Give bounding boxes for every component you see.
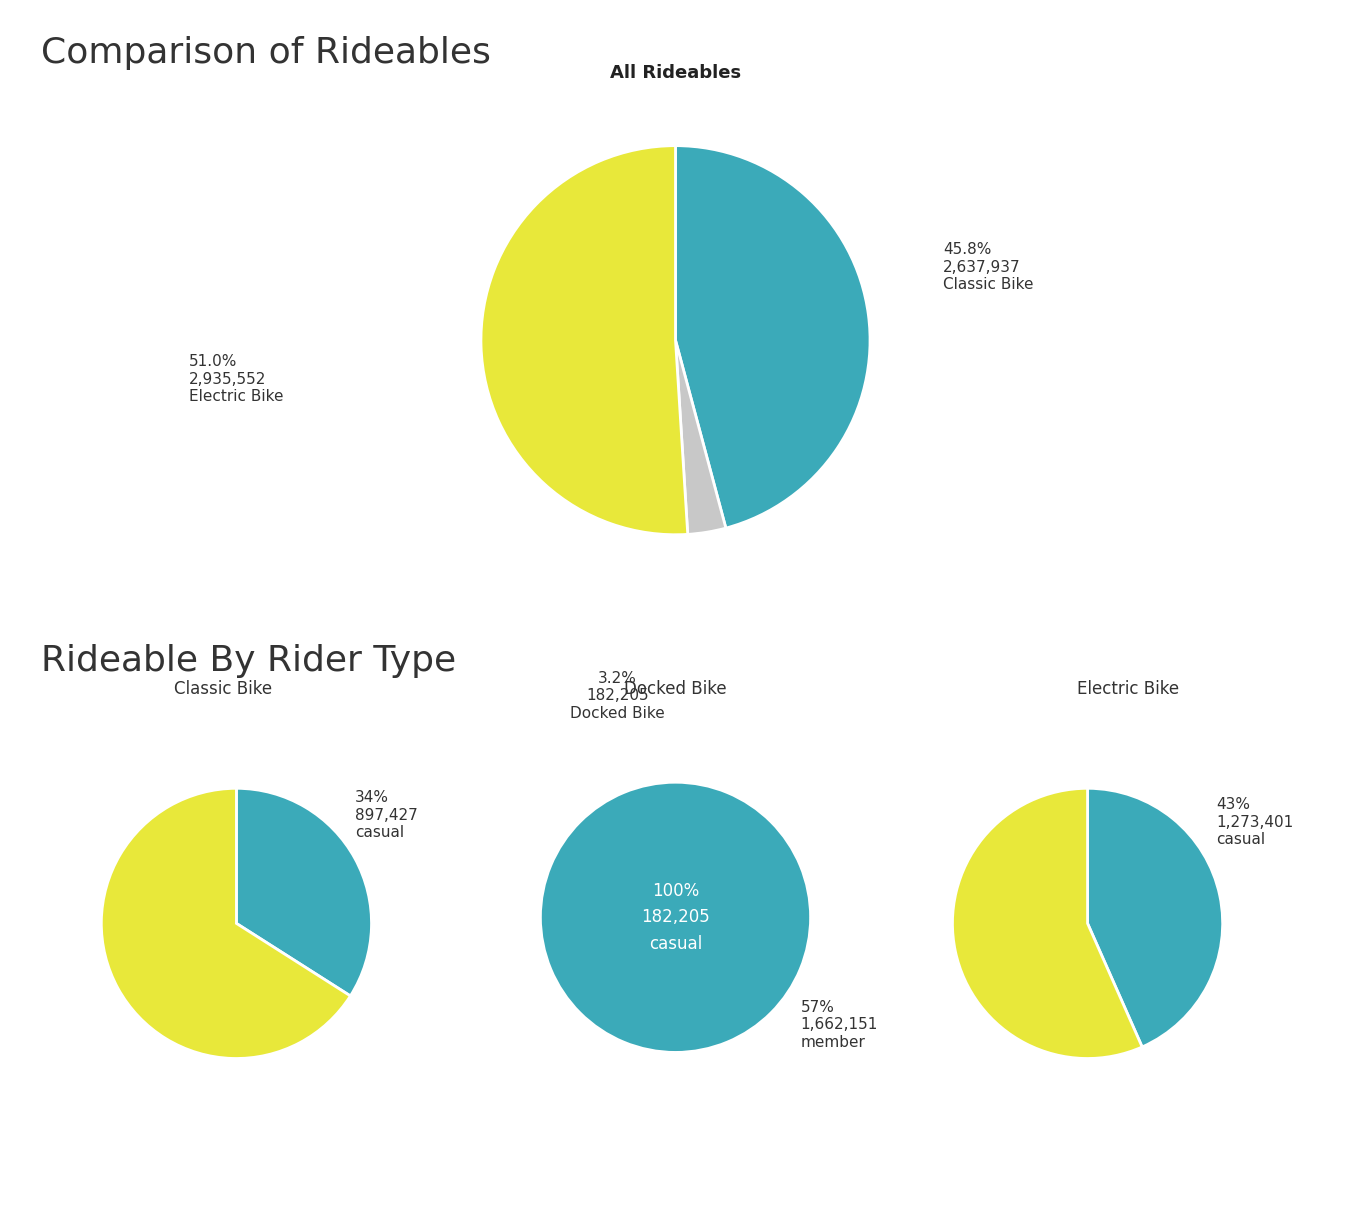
- Text: Rideable By Rider Type: Rideable By Rider Type: [41, 644, 455, 678]
- Wedge shape: [481, 146, 688, 535]
- Text: 34%
897,427
casual: 34% 897,427 casual: [354, 791, 417, 841]
- Text: 43%
1,273,401
casual: 43% 1,273,401 casual: [1216, 797, 1293, 847]
- Text: Comparison of Rideables: Comparison of Rideables: [41, 36, 490, 70]
- Text: Classic Bike: Classic Bike: [174, 680, 272, 699]
- Wedge shape: [101, 789, 350, 1058]
- Text: Electric Bike: Electric Bike: [1077, 680, 1179, 699]
- Wedge shape: [1088, 789, 1223, 1047]
- Wedge shape: [676, 146, 870, 529]
- Wedge shape: [676, 340, 725, 535]
- Text: 100%
182,205
casual: 100% 182,205 casual: [642, 882, 709, 953]
- Text: 45.8%
2,637,937
Classic Bike: 45.8% 2,637,937 Classic Bike: [943, 242, 1034, 292]
- Text: Docked Bike: Docked Bike: [624, 680, 727, 699]
- Text: 51.0%
2,935,552
Electric Bike: 51.0% 2,935,552 Electric Bike: [189, 355, 284, 405]
- Wedge shape: [952, 789, 1142, 1058]
- Wedge shape: [236, 789, 372, 996]
- Text: 3.2%
182,205
Docked Bike: 3.2% 182,205 Docked Bike: [570, 671, 665, 720]
- Title: All Rideables: All Rideables: [609, 63, 742, 81]
- Wedge shape: [540, 782, 811, 1052]
- Text: 57%
1,662,151
member: 57% 1,662,151 member: [800, 1000, 878, 1050]
